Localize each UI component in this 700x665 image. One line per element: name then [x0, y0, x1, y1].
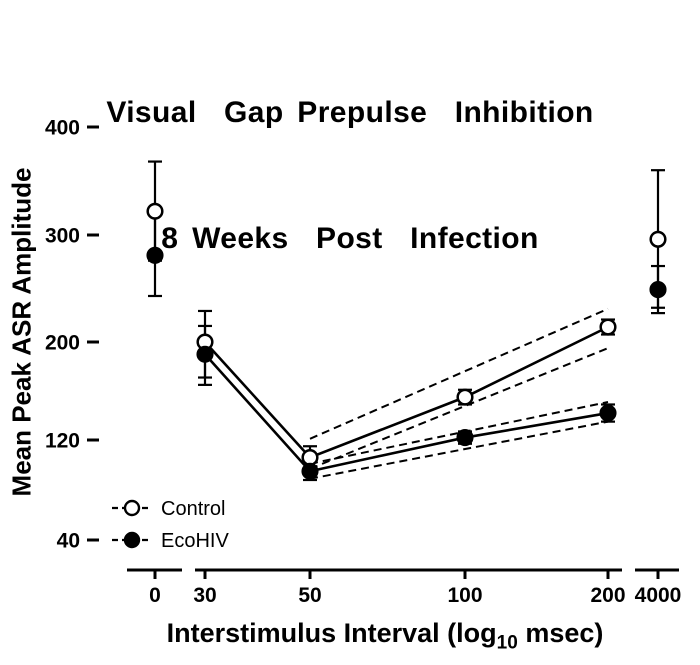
series-line-ecohiv — [204, 353, 609, 473]
point-ecohiv-50 — [301, 462, 319, 480]
point-ecohiv-4000 — [649, 281, 667, 299]
x-axis-label-suffix: msec) — [517, 618, 604, 648]
figure-title-line1: Visual Gap Prepulse Inhibition — [106, 96, 594, 129]
series-line-control — [204, 325, 609, 460]
point-control-100 — [456, 388, 474, 406]
legend-marker-control — [123, 499, 141, 517]
y-tick-label: 300 — [45, 225, 80, 248]
legend-label-control: Control — [161, 498, 225, 520]
x-tick-label: 0 — [149, 584, 161, 607]
figure-title-line2: 8 Weeks Post Infection — [161, 222, 539, 255]
x-tick-label: 30 — [193, 584, 216, 607]
legend-label-ecohiv: EcoHIV — [161, 530, 229, 552]
point-ecohiv-200 — [599, 404, 617, 422]
y-tick-label: 400 — [45, 117, 80, 140]
series-control — [148, 160, 665, 470]
y-tick-label: 120 — [45, 430, 80, 453]
confidence-band-control — [309, 307, 609, 440]
point-control-4000 — [649, 230, 667, 248]
x-axis-label-text: Interstimulus Interval (log — [166, 618, 497, 648]
confidence-band-control — [309, 347, 609, 470]
y-tick-label: 200 — [45, 332, 80, 355]
point-control-200 — [599, 318, 617, 336]
confidence-band-ecohiv — [309, 420, 609, 480]
x-tick-label: 200 — [590, 584, 625, 607]
x-axis-label: Interstimulus Interval (log10 msec) — [80, 618, 690, 654]
x-tick-label: 4000 — [635, 584, 682, 607]
x-tick-label: 100 — [447, 584, 482, 607]
y-axis — [87, 125, 99, 542]
figure-title: Visual Gap Prepulse Inhibition 8 Weeks P… — [0, 8, 700, 344]
point-control-0 — [146, 202, 164, 220]
x-axis-label-subscript: 10 — [496, 632, 518, 654]
point-control-50 — [301, 448, 319, 467]
legend-marker-ecohiv — [123, 531, 141, 549]
x-axis — [127, 568, 679, 579]
y-tick-label: 40 — [57, 530, 80, 553]
point-ecohiv-30 — [196, 345, 214, 363]
x-tick-label: 50 — [298, 584, 321, 607]
point-ecohiv-0 — [146, 246, 164, 264]
point-ecohiv-100 — [456, 429, 474, 447]
series-ecohiv — [148, 213, 665, 482]
confidence-band-ecohiv — [309, 401, 609, 465]
